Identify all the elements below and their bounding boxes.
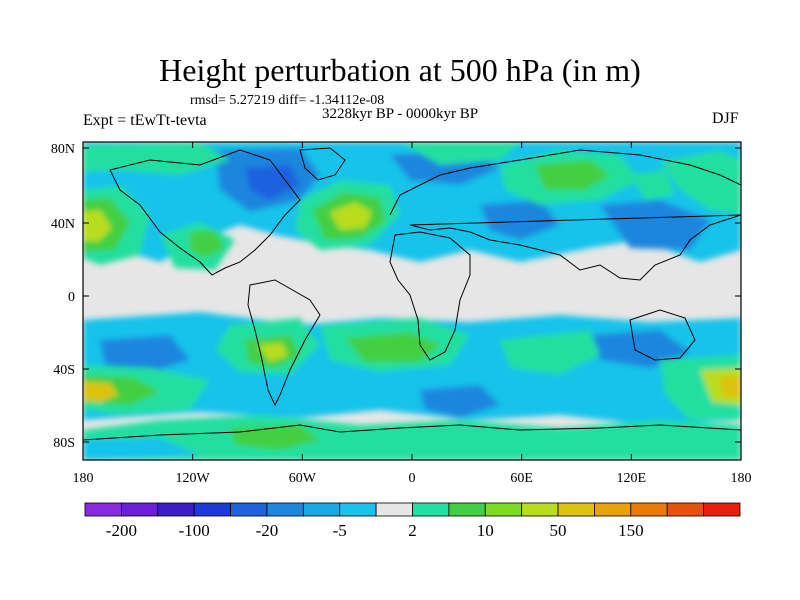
season-label: DJF [712, 110, 739, 127]
coastline-greenland [299, 147, 346, 181]
colorbar-swatch [339, 502, 377, 517]
colorbar-swatch [84, 502, 122, 517]
coastlines [83, 147, 741, 441]
field-region [100, 335, 190, 372]
experiment-label: Expt = tEwTt-tevta [83, 112, 207, 129]
field-region [600, 200, 710, 250]
lat-tick-label: 0 [68, 290, 75, 305]
lon-tick-label: 180 [73, 471, 94, 486]
colorbar-swatch [666, 502, 705, 517]
colorbar-swatch [412, 502, 450, 517]
field-region [660, 150, 741, 215]
colorbar-swatch [230, 502, 268, 517]
stats-subtitle: rmsd= 5.27219 diff= -1.34112e-08 [190, 93, 385, 108]
field-region [83, 142, 230, 175]
lon-tick-label: 60E [510, 471, 533, 486]
lon-tick-label: 180 [731, 471, 752, 486]
colorbar-label: 2 [408, 521, 417, 540]
field-region [718, 376, 741, 398]
lat-tick-label: 80N [51, 142, 75, 157]
colorbar-label: -100 [179, 521, 210, 540]
colorbar: -200 -100 -20 -5 2 10 50 150 [84, 502, 741, 540]
colorbar-swatch [630, 502, 668, 517]
colorbar-swatch [703, 502, 741, 517]
field-region [345, 332, 440, 362]
colorbar-swatch [302, 502, 341, 517]
colorbar-swatch [266, 502, 304, 517]
colorbar-swatch [521, 502, 559, 517]
colorbar-label: 10 [477, 521, 494, 540]
colorbar-swatch [193, 502, 231, 517]
field-region [258, 343, 288, 362]
field-region [330, 202, 372, 230]
colorbar-label: 150 [618, 521, 644, 540]
field-region [420, 385, 500, 418]
map-title: Height perturbation at 500 hPa (in m) [159, 52, 641, 88]
lat-tick-label: 80S [53, 436, 75, 451]
colorbar-swatch [594, 502, 632, 517]
lon-tick-label: 60W [289, 471, 317, 486]
field-region [83, 210, 112, 242]
field-region [630, 170, 675, 200]
field-region [83, 382, 118, 402]
colorbar-swatch [484, 502, 523, 517]
coastline-south-america [247, 279, 321, 407]
field-region [400, 142, 520, 165]
coastline-australia [629, 309, 696, 361]
colorbar-swatch [157, 502, 195, 517]
lat-tick-label: 40N [51, 217, 75, 232]
field-region [480, 200, 560, 240]
coastline-eurasia [389, 149, 741, 281]
coastline-north-america [109, 149, 301, 276]
field-region [83, 438, 200, 460]
colorbar-label: -20 [256, 521, 279, 540]
coastline-africa [389, 231, 471, 361]
lon-tick-label: 0 [409, 471, 416, 486]
lon-tick-label: 120E [617, 471, 647, 486]
lat-tick-label: 40S [53, 363, 75, 378]
colorbar-swatch [448, 502, 486, 517]
field-region [590, 330, 690, 368]
period-subtitle: 3228kyr BP - 0000kyr BP [322, 106, 479, 122]
map-axes: 80N 40N 0 40S 80S 180 120W 60W 0 60E 120E 180 [51, 142, 752, 486]
colorbar-label: 50 [550, 521, 567, 540]
field-region [500, 330, 600, 375]
field-region [83, 415, 741, 460]
coastline-antarctica [83, 424, 741, 441]
colorbar-label: -5 [333, 521, 347, 540]
field-region [190, 230, 225, 258]
colorbar-swatch [375, 502, 413, 517]
colorbar-swatch [557, 502, 595, 517]
lon-tick-label: 120W [176, 471, 211, 486]
colorbar-swatch [120, 502, 159, 517]
map-field [83, 142, 741, 460]
colorbar-label: -200 [106, 521, 137, 540]
field-region [245, 165, 300, 200]
field-region [535, 160, 610, 190]
